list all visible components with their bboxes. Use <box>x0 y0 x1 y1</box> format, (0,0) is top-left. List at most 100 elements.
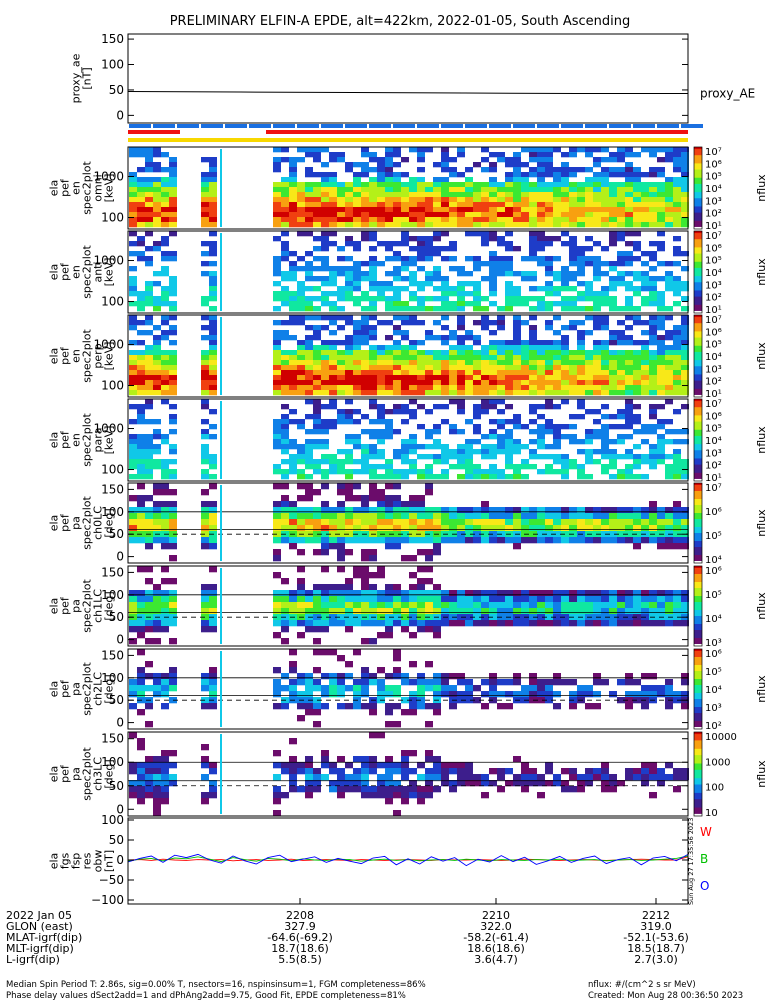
anti-cell <box>561 301 569 307</box>
omni-cell <box>273 207 281 213</box>
ch3LC-cell <box>529 768 537 775</box>
status-bar-blue-segment <box>345 124 367 128</box>
anti-cell <box>585 256 593 262</box>
anti-cell <box>505 296 513 302</box>
perp-cell <box>289 385 297 391</box>
status-bar-blue-segment <box>129 124 151 128</box>
ch2LC-cell <box>449 691 457 698</box>
anti-cell <box>545 261 553 267</box>
perp-cell <box>345 345 353 351</box>
omni-cell <box>649 182 657 188</box>
perp-cell <box>137 350 145 356</box>
ch2LC-cell <box>321 691 329 698</box>
perp-cell <box>601 325 609 331</box>
omni-cell <box>145 177 153 183</box>
perp-colorbar-cell <box>694 319 702 322</box>
para-cell <box>625 449 633 455</box>
anti-cell <box>313 276 321 282</box>
fgm-ylabel-line: res <box>81 852 94 869</box>
ch1LC-colorbar-cell <box>694 574 702 577</box>
perp-cell <box>529 360 537 366</box>
perp-cell <box>401 315 409 321</box>
anti-cell <box>489 251 497 257</box>
perp-colorbar-cell <box>694 362 702 365</box>
omni-cell <box>625 167 633 173</box>
perp-cell <box>145 375 153 381</box>
omni-cell <box>497 182 505 188</box>
ch2LC-colorbar-cell <box>694 703 702 706</box>
ch1LC-ylabel-line: pa <box>70 599 83 613</box>
perp-cell <box>593 340 601 346</box>
ch2LC-ylabel-line: ela <box>48 681 61 698</box>
perp-cell <box>649 325 657 331</box>
perp-cell <box>337 365 345 371</box>
ch0LC-cell <box>505 507 513 514</box>
ch3LC-cell <box>345 762 353 769</box>
perp-cell <box>577 350 585 356</box>
para-cell <box>137 449 145 455</box>
ch0LC-cell <box>561 525 569 532</box>
ch0LC-cell <box>201 501 209 508</box>
omni-cell <box>377 162 385 168</box>
omni-colorbar-cell <box>694 196 702 199</box>
anti-cell <box>633 291 641 297</box>
ch1LC-colorbar-cell <box>694 616 702 619</box>
ch3LC-colorbar-cell <box>694 786 702 790</box>
omni-cell <box>521 222 529 228</box>
anti-colorbar-cell <box>694 300 702 304</box>
ch1LC-cell <box>313 584 321 591</box>
para-cell <box>609 414 617 420</box>
status-bar-blue-segment <box>465 124 487 128</box>
ch1LC-cell <box>417 596 425 603</box>
anti-cell <box>209 231 217 237</box>
perp-cell <box>537 355 545 361</box>
ch3LC-cell <box>289 786 297 793</box>
para-cell <box>521 424 529 430</box>
perp-cell <box>409 375 417 381</box>
para-cell <box>169 469 177 475</box>
ch0LC-cell <box>377 507 385 514</box>
para-cell <box>201 399 209 405</box>
ch3LC-cell <box>601 780 609 787</box>
omni-cell <box>425 192 433 198</box>
anti-cell <box>401 231 409 237</box>
ch0LC-cell <box>361 495 369 502</box>
perp-cell <box>409 370 417 376</box>
perp-cell <box>457 355 465 361</box>
omni-cell <box>289 222 297 228</box>
perp-cell <box>169 360 177 366</box>
anti-cell <box>417 246 425 252</box>
ch1LC-cell <box>369 638 377 645</box>
ch3LC-cell <box>369 786 377 793</box>
omni-cell <box>393 202 401 208</box>
para-cell <box>345 469 353 475</box>
para-cell <box>281 444 289 450</box>
omni-cell <box>465 217 473 223</box>
anti-colorbar-cell <box>694 288 702 291</box>
perp-cell <box>473 340 481 346</box>
omni-cell <box>537 157 545 163</box>
ch0LC-cell <box>369 495 377 502</box>
ch3LC-cell <box>161 774 169 781</box>
para-cell <box>681 429 689 435</box>
anti-cell <box>513 271 521 277</box>
anti-cell <box>641 301 649 307</box>
perp-colorbar-cell <box>694 315 702 318</box>
perp-cell <box>337 370 345 376</box>
para-cell <box>401 404 409 410</box>
ch0LC-cell <box>137 519 145 526</box>
anti-cell <box>625 256 633 262</box>
ch0LC-cell <box>161 483 169 490</box>
proxy_ae-ylabel-line: proxy_ae <box>70 53 83 103</box>
omni-cell <box>577 192 585 198</box>
para-cell <box>369 464 377 470</box>
ch0LC-cell <box>281 483 289 490</box>
omni-cell <box>353 172 361 178</box>
perp-cell <box>209 345 217 351</box>
ch1LC-cell <box>545 596 553 603</box>
perp-cell <box>577 365 585 371</box>
ch1LC-cell <box>153 590 161 597</box>
ch3LC-colorbar-cell <box>694 742 702 746</box>
ch1LC-cell <box>353 596 361 603</box>
ch0LC-cell <box>545 519 553 526</box>
